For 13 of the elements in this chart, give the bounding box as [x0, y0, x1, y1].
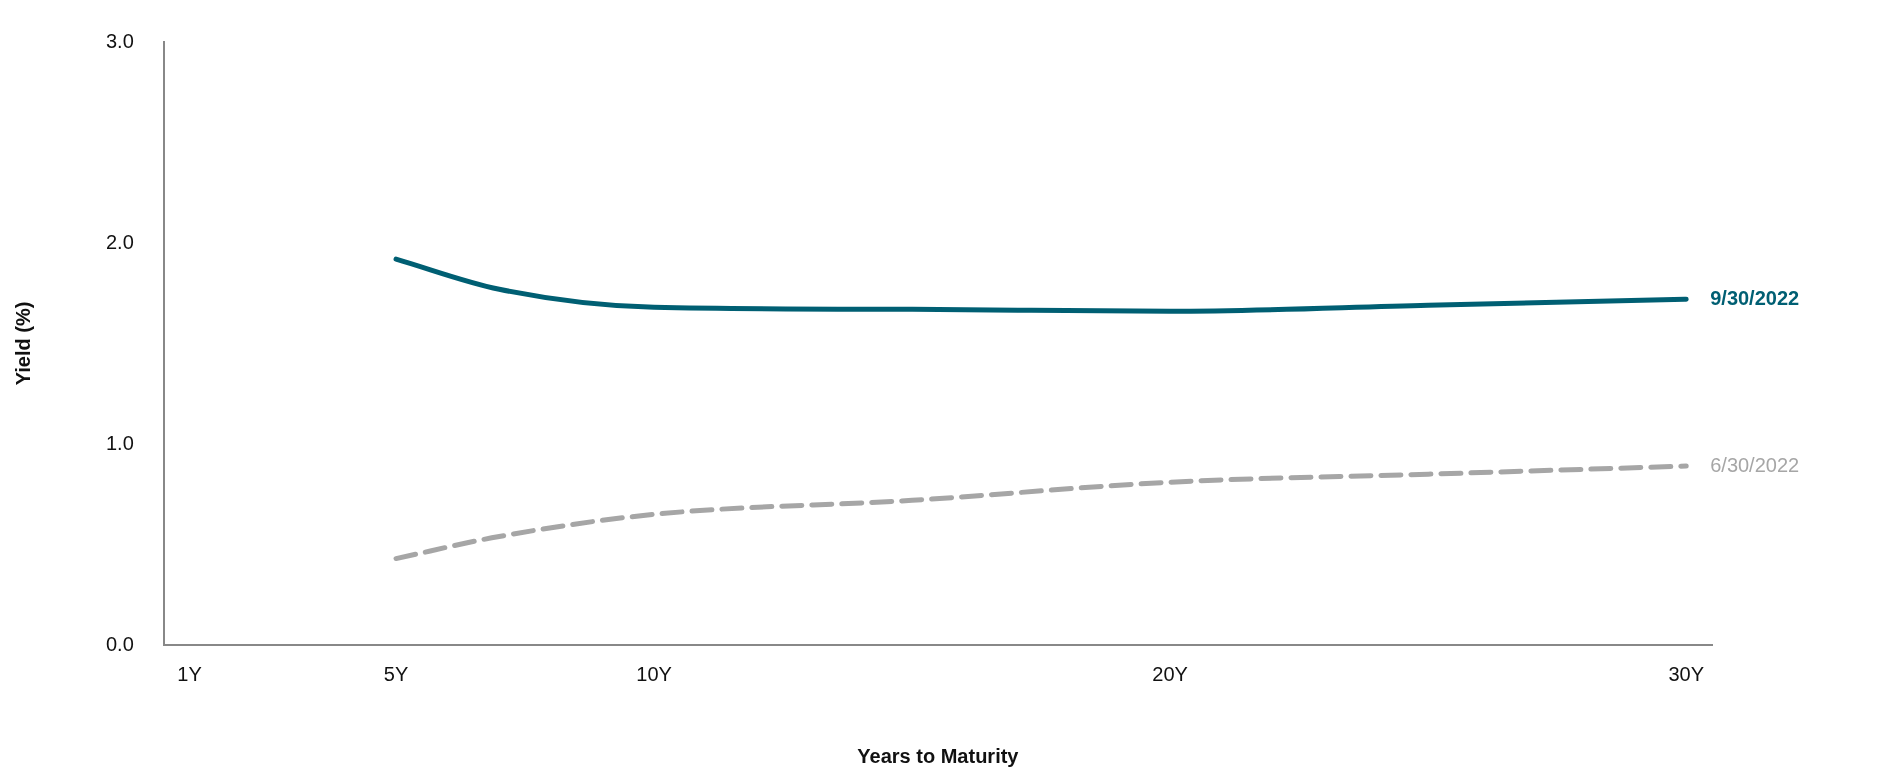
y-axis-title: Yield (%): [11, 301, 34, 386]
x-tick-label: 5Y: [383, 662, 409, 685]
x-tick-label: 20Y: [1152, 662, 1188, 685]
series-label: 9/30/2022: [1710, 286, 1800, 309]
x-tick-label: 10Y: [636, 662, 672, 685]
x-tick-label: 1Y: [177, 662, 202, 685]
y-tick-label: 2.0: [105, 230, 134, 253]
y-tick-label: 0.0: [105, 632, 134, 655]
y-tick-label: 3.0: [105, 29, 134, 52]
x-tick-label: 30Y: [1668, 662, 1704, 685]
x-axis-title: Years to Maturity: [857, 744, 1020, 767]
y-tick-label: 1.0: [105, 431, 134, 454]
series-label: 6/30/2022: [1710, 453, 1800, 476]
